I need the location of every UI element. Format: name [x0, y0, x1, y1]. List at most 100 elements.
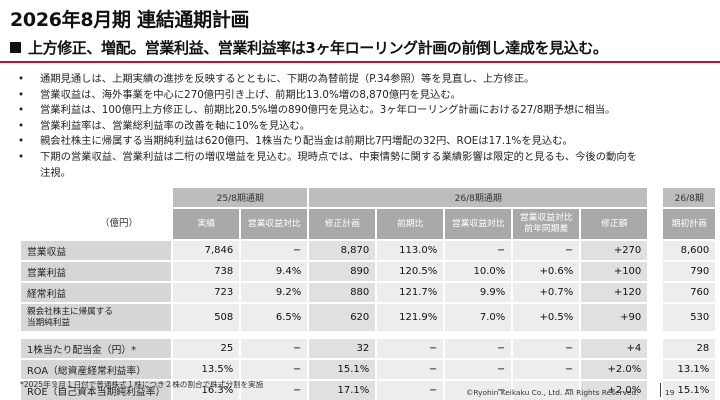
column-header: 営業収益対比 — [445, 209, 512, 239]
bullet-item: • 営業利益率は、営業総利益率の改善を軸に10%を見込む。 — [18, 119, 708, 135]
table-cell: 113.0% — [377, 241, 444, 260]
table-cell: 13.5% — [173, 360, 240, 379]
header-blank — [21, 188, 171, 239]
column-header: 修正額 — [581, 209, 648, 239]
summary-bullets: • 通期見通しは、上期実績の進捗を反映するとともに、下期の為替前提（P.34参照）… — [18, 72, 708, 181]
table-cell: 620 — [309, 304, 376, 331]
cell-gap — [649, 283, 661, 302]
table-cell: − — [241, 241, 308, 260]
bullet-item: • 営業利益は、100億円上方修正し、前期比20.5%増の890億円を見込む。3ヶ… — [18, 103, 708, 119]
table-row: 経常利益 723 9.2% 880 121.7% 9.9% +0.7% +120 760 — [21, 283, 716, 302]
row-label: 経常利益 — [21, 283, 172, 302]
cell-gap — [649, 262, 661, 281]
table-cell: 9.9% — [445, 283, 512, 302]
header-gap — [649, 188, 661, 207]
table-cell: − — [513, 360, 580, 379]
table-cell: 7.0% — [445, 304, 512, 331]
group-header: 25/8期通期 — [173, 188, 308, 207]
group-header-row: 25/8期通期 26/8期通期 26/8期 — [21, 188, 716, 207]
table-cell: 15.1% — [309, 360, 376, 379]
bullet-text: 営業利益は、100億円上方修正し、前期比20.5%増の890億円を見込む。3ヶ年… — [40, 104, 616, 117]
table-cell: − — [445, 339, 512, 358]
bullet-dot-icon: • — [18, 73, 25, 85]
page-subtitle: 上方修正、増配。営業利益、営業利益率は3ヶ年ローリング計画の前倒し達成を見込む。 — [10, 37, 608, 58]
table-cell: − — [377, 381, 444, 400]
table-cell: − — [513, 339, 580, 358]
table-row: 親会社株主に帰属する 当期純利益 508 6.5% 620 121.9% 7.0% +0.5%… — [21, 304, 716, 331]
bullet-dot-icon: • — [18, 135, 25, 148]
table-cell: − — [241, 360, 308, 379]
table-cell: 738 — [173, 262, 240, 281]
row-label: ROE（自己資本当期純利益率） — [21, 381, 172, 400]
table-cell: 17.1% — [309, 381, 376, 400]
bullet-text: 営業利益率は、営業総利益率の改善を軸に10%を見込む。 — [40, 119, 311, 132]
table-row: 営業利益 738 9.4% 890 120.5% 10.0% +0.6% +100 790 — [21, 262, 716, 281]
table-cell: 790 — [663, 262, 716, 281]
table-cell: 880 — [309, 283, 376, 302]
bullet-text: 通期見通しは、上期実績の進捗を反映するとともに、下期の為替前提（P.34参照）等… — [40, 73, 535, 85]
table-cell: 16.3% — [173, 381, 240, 400]
table-row: ROE（自己資本当期純利益率） 16.3% −17.1% − − − +2.0% 15.1% — [21, 381, 716, 400]
sub-header-row: 実績 営業収益対比 修正計画 前期比 営業収益対比 営業収益対比 前年同期差 修正額 期初計画 — [21, 209, 716, 239]
table-cell: − — [513, 241, 580, 260]
cell-gap — [649, 360, 661, 379]
cell-gap — [649, 339, 661, 358]
column-header: 営業収益対比 前年同期差 — [513, 209, 580, 239]
section-gap — [21, 333, 715, 337]
page-title: 2026年8月期 連結通期計画 — [10, 9, 250, 31]
table-cell: +4 — [581, 339, 648, 358]
financial-table: 25/8期通期 26/8期通期 26/8期実績 営業収益対比 修正計画 前期比 営業収益対比… — [19, 186, 717, 400]
table-cell: − — [241, 381, 308, 400]
table-cell: 7,846 — [173, 241, 240, 260]
table-cell: 10.0% — [445, 262, 512, 281]
bullet-dot-icon: • — [18, 88, 25, 101]
table-cell: +0.6% — [513, 262, 580, 281]
table-cell: 760 — [663, 283, 716, 302]
bullet-dot-icon: • — [18, 119, 25, 132]
table-cell: 25 — [173, 339, 240, 358]
cell-gap — [649, 241, 661, 260]
cell-gap — [649, 304, 661, 331]
table-cell: 9.2% — [241, 283, 308, 302]
bullet-item: • 通期見通しは、上期実績の進捗を反映するとともに、下期の為替前提（P.34参照）… — [18, 72, 708, 88]
column-header: 実績 — [173, 209, 240, 239]
table-cell: 530 — [663, 304, 716, 331]
row-label: 営業利益 — [21, 262, 172, 281]
table-cell: − — [513, 381, 580, 400]
bullet-item: • 営業収益は、海外事業を中心に270億円引き上げ、前期比13.0%増の8,870… — [18, 88, 708, 104]
table-cell: 508 — [173, 304, 240, 331]
column-header: 修正計画 — [309, 209, 376, 239]
table-cell: − — [445, 360, 512, 379]
bullet-text: 注視。 — [40, 166, 71, 179]
row-label: 営業収益 — [21, 241, 172, 260]
table-cell: 9.4% — [241, 262, 308, 281]
subtitle-text: 上方修正、増配。営業利益、営業利益率は3ヶ年ローリング計画の前倒し達成を見込む。 — [28, 39, 608, 57]
table-cell: 8,600 — [663, 241, 716, 260]
table-cell: +270 — [581, 241, 648, 260]
table-cell: 890 — [309, 262, 376, 281]
table-cell: +90 — [581, 304, 648, 331]
table-cell: +2.0% — [581, 381, 648, 400]
table-cell: +0.5% — [513, 304, 580, 331]
table-row: 営業収益 7,846−8,870 113.0% − − +270 8,600 — [21, 241, 716, 260]
page-number: 19 — [665, 388, 675, 397]
table-cell: 723 — [173, 283, 240, 302]
row-label: 親会社株主に帰属する 当期純利益 — [21, 304, 172, 331]
unit-label: （億円） — [100, 218, 139, 229]
table-cell: 15.1% — [663, 381, 716, 400]
bullet-text: 下期の営業収益、営業利益は二桁の増収増益を見込む。現時点では、中東情勢に関する業… — [40, 150, 637, 163]
bullet-item: • 下期の営業収益、営業利益は二桁の増収増益を見込む。現時点では、中東情勢に関する… — [18, 150, 708, 181]
table-cell: 8,870 — [309, 241, 376, 260]
table-cell: 32 — [309, 339, 376, 358]
column-header: 前期比 — [377, 209, 444, 239]
page-number-divider — [660, 383, 661, 397]
table-cell: − — [241, 339, 308, 358]
table-cell: 13.1% — [663, 360, 716, 379]
table-row: ROA（総資産経常利益率） 13.5% −15.1% − − − +2.0% 13.1% — [21, 360, 716, 379]
table-cell: 28 — [663, 339, 716, 358]
table-cell: +0.7% — [513, 283, 580, 302]
table-cell: 121.7% — [377, 283, 444, 302]
bullet-text: 親会社株主に帰属する当期純利益は620億円、1株当たり配当金は前期比7円増配の3… — [40, 135, 573, 148]
table-cell: − — [377, 360, 444, 379]
table-cell: − — [445, 381, 512, 400]
